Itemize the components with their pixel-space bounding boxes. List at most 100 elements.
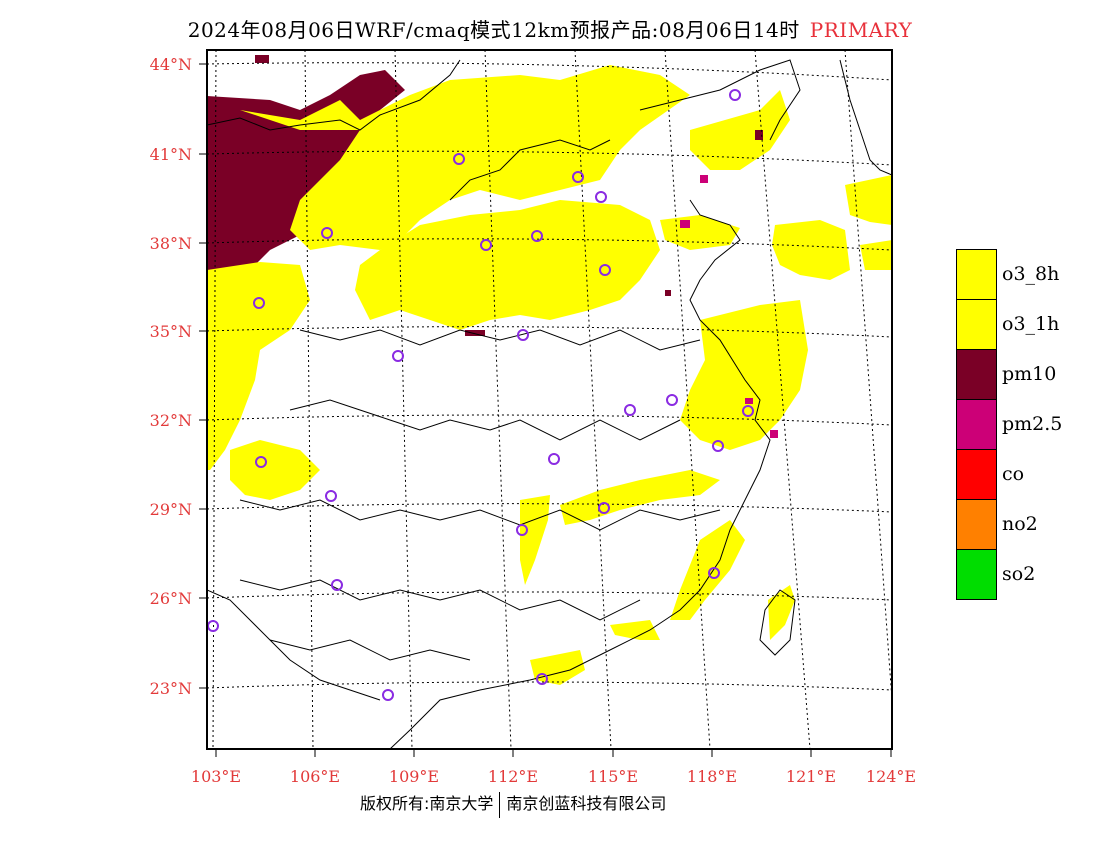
station-marker bbox=[253, 297, 265, 309]
o3-region-taiwan bbox=[768, 585, 795, 640]
o3-region-coast-south bbox=[670, 520, 745, 620]
axis-ticks bbox=[199, 63, 892, 757]
station-marker bbox=[392, 350, 404, 362]
o3-region-guangdong-2 bbox=[530, 650, 585, 685]
station-marker bbox=[453, 153, 465, 165]
legend-swatch bbox=[956, 549, 997, 600]
lat-label: 23°N bbox=[150, 679, 192, 698]
o3-region-south bbox=[560, 470, 720, 525]
lon-label: 121°E bbox=[786, 767, 836, 786]
o3-region-hunan bbox=[520, 495, 550, 585]
legend-swatch bbox=[956, 499, 997, 549]
o3-region-korea bbox=[860, 240, 892, 270]
lon-label: 106°E bbox=[290, 767, 340, 786]
station-marker bbox=[666, 394, 678, 406]
station-marker bbox=[331, 579, 343, 591]
legend-swatch bbox=[956, 399, 997, 449]
station-marker bbox=[624, 404, 636, 416]
pm25-spot bbox=[770, 430, 778, 438]
lon-label: 103°E bbox=[191, 767, 241, 786]
legend-item-o3-8h: o3_8h bbox=[956, 249, 1096, 299]
legend-item-so2: so2 bbox=[956, 549, 1096, 600]
legend-item-no2: no2 bbox=[956, 499, 1096, 549]
legend-item-o3-1h: o3_1h bbox=[956, 299, 1096, 349]
station-marker bbox=[729, 89, 741, 101]
station-marker bbox=[598, 502, 610, 514]
station-marker bbox=[321, 227, 333, 239]
o3-region-southwest bbox=[230, 440, 320, 500]
station-marker bbox=[325, 490, 337, 502]
station-marker bbox=[595, 191, 607, 203]
station-marker bbox=[382, 689, 394, 701]
pm10-spot bbox=[755, 130, 763, 140]
pm25-spot bbox=[700, 175, 708, 183]
pollution-layer bbox=[207, 55, 892, 685]
legend-item-pm25: pm2.5 bbox=[956, 399, 1096, 449]
legend-label: no2 bbox=[1002, 513, 1038, 535]
station-marker bbox=[572, 171, 584, 183]
footer-separator bbox=[499, 791, 501, 818]
lon-label: 124°E bbox=[866, 767, 916, 786]
station-marker bbox=[708, 567, 720, 579]
lon-label: 118°E bbox=[687, 767, 737, 786]
legend-label: o3_8h bbox=[1002, 263, 1060, 285]
o3-region-east bbox=[680, 300, 808, 450]
station-marker bbox=[742, 405, 754, 417]
station-marker bbox=[516, 524, 528, 536]
title-main: 2024年08月06日WRF/cmaq模式12km预报产品:08月06日14时 bbox=[187, 18, 800, 42]
lat-label: 26°N bbox=[150, 589, 192, 608]
legend-item-pm10: pm10 bbox=[956, 349, 1096, 399]
station-marker bbox=[536, 673, 548, 685]
station-marker bbox=[255, 456, 267, 468]
o3-region-west bbox=[207, 262, 310, 470]
o3-region-northeast bbox=[772, 220, 850, 280]
lat-label: 44°N bbox=[150, 55, 192, 74]
station-marker bbox=[548, 453, 560, 465]
station-marker bbox=[207, 620, 219, 632]
o3-region-north bbox=[240, 65, 690, 250]
station-marker bbox=[712, 440, 724, 452]
boundaries bbox=[207, 59, 892, 749]
pm10-spot bbox=[255, 55, 269, 63]
o3-region-central bbox=[355, 200, 660, 330]
copyright-text: 版权所有:南京大学 bbox=[360, 794, 494, 813]
o3-region-hebei-coast bbox=[660, 215, 740, 250]
legend-label: o3_1h bbox=[1002, 313, 1060, 335]
legend-label: co bbox=[1002, 463, 1025, 485]
station-marker bbox=[480, 239, 492, 251]
o3-region-liaoning bbox=[690, 90, 790, 170]
map-frame bbox=[206, 49, 893, 750]
pm25-spot bbox=[745, 398, 753, 404]
legend-swatch bbox=[956, 249, 997, 299]
company-text: 南京创蓝科技有限公司 bbox=[506, 794, 667, 813]
legend-swatch bbox=[956, 449, 997, 499]
o3-region-northeast-2 bbox=[845, 175, 892, 225]
map-title: 2024年08月06日WRF/cmaq模式12km预报产品:08月06日14时 P… bbox=[0, 14, 1100, 43]
pollutant-legend: o3_8h o3_1h pm10 pm2.5 co no2 so2 bbox=[956, 249, 1096, 600]
lat-label: 41°N bbox=[150, 145, 192, 164]
legend-label: so2 bbox=[1002, 563, 1036, 585]
legend-swatch bbox=[956, 299, 997, 349]
lat-label: 29°N bbox=[150, 500, 192, 519]
legend-label: pm2.5 bbox=[1002, 413, 1063, 435]
legend-label: pm10 bbox=[1002, 363, 1057, 385]
lat-label: 38°N bbox=[150, 234, 192, 253]
title-tag: PRIMARY bbox=[809, 18, 913, 42]
legend-swatch bbox=[956, 349, 997, 399]
o3-region-guangdong bbox=[610, 620, 660, 640]
lon-label: 109°E bbox=[389, 767, 439, 786]
lon-label: 115°E bbox=[588, 767, 638, 786]
pm10-spot bbox=[465, 330, 485, 336]
pm25-spot bbox=[680, 220, 690, 228]
copyright-footer: 版权所有:南京大学 南京创蓝科技有限公司 bbox=[360, 790, 666, 818]
legend-item-co: co bbox=[956, 449, 1096, 499]
pm10-spot bbox=[665, 290, 671, 296]
station-markers bbox=[207, 89, 754, 701]
longitude-labels: 103°E 106°E 109°E 112°E 115°E 118°E 121°… bbox=[191, 767, 916, 786]
station-marker bbox=[599, 264, 611, 276]
lat-label: 35°N bbox=[150, 322, 192, 341]
graticule bbox=[207, 50, 892, 749]
latitude-labels: 44°N 41°N 38°N 35°N 32°N 29°N 26°N 23°N bbox=[150, 55, 192, 698]
station-marker bbox=[517, 329, 529, 341]
